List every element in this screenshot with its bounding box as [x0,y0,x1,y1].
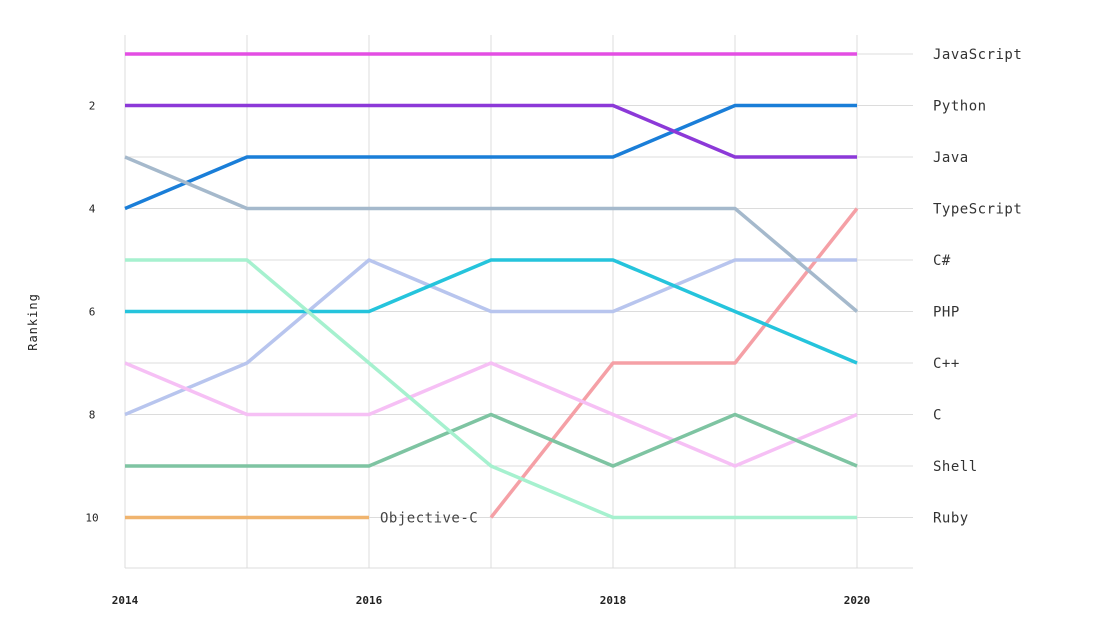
language-label: C# [933,253,951,269]
series-line-cpp [125,258,858,365]
annotations: Objective-C [380,511,478,527]
series-line-c [124,361,858,468]
language-label: JavaScript [933,47,1022,63]
x-tick-label: 2014 [112,594,139,607]
grid [124,35,913,569]
x-tick-label: 2020 [844,594,871,607]
x-tick-label: 2018 [600,594,627,607]
language-label: Python [933,99,987,115]
language-label: Java [933,150,969,166]
y-tick-label: 10 [85,512,98,525]
series-layer [124,52,859,520]
y-tick-label: 6 [89,306,96,319]
series-line-python [124,103,857,211]
y-tick-label: 8 [89,409,96,422]
y-tick-labels: 2 4 6 8 10 [85,100,98,525]
language-label: C++ [933,356,960,372]
series-line-php [124,155,859,313]
annotation-label: Objective-C [380,511,478,527]
language-labels: JavaScript Python Java TypeScript C# PHP C++ C S… [933,47,1022,527]
language-label: Ruby [933,511,969,527]
series-line-ruby [125,258,857,520]
language-label: PHP [933,305,960,321]
language-label: Shell [933,459,978,475]
language-label: C [933,408,942,424]
x-tick-label: 2016 [356,594,383,607]
series-line-shell [125,412,858,468]
y-axis-label: Ranking [26,293,40,351]
x-tick-labels: 2014 2016 2018 2020 [112,594,871,607]
y-tick-label: 2 [89,100,96,113]
language-label: TypeScript [933,202,1022,218]
series-line-java [125,103,857,159]
y-tick-label: 4 [89,203,96,216]
series-line-csharp [124,258,857,417]
